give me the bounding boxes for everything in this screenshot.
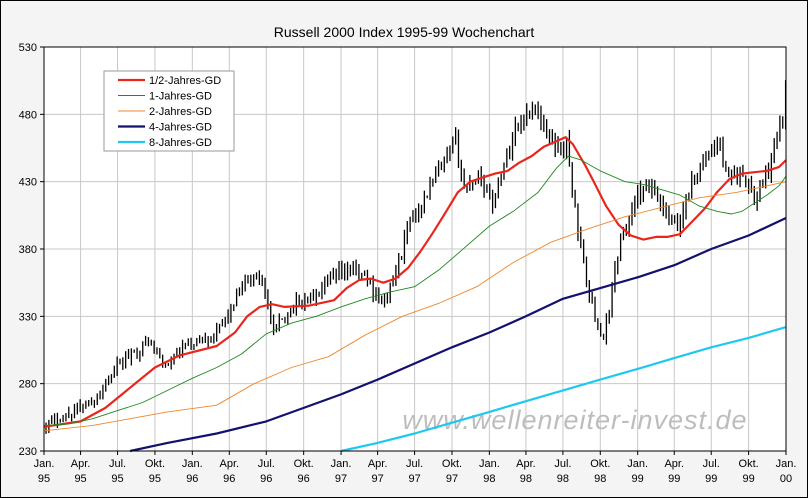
x-axis-ticks: Jan. 95 Apr. 95 Jul. 95 Okt. 95 Jan. 96 Apr. 96 Jul.…	[34, 451, 797, 485]
x-tick-label: 96	[223, 473, 235, 485]
legend: 1/2-Jahres-GD 1-Jahres-GD 2-Jahres-GD 4-Jah…	[103, 70, 235, 152]
x-tick-label: 95	[74, 473, 86, 485]
x-tick-label: 95	[149, 473, 161, 485]
x-tick-label: 99	[668, 473, 680, 485]
x-tick-label: 98	[594, 473, 606, 485]
x-tick-label: Jul.	[258, 458, 275, 470]
x-tick-label: 96	[260, 473, 272, 485]
y-tick-label: 280	[19, 379, 37, 391]
series-line	[129, 217, 787, 453]
x-tick-label: Jan.	[331, 458, 352, 470]
x-tick-label: 98	[557, 473, 569, 485]
legend-label: 1/2-Jahres-GD	[149, 75, 221, 87]
x-tick-label: Jul.	[406, 458, 423, 470]
y-tick-label: 480	[19, 109, 37, 121]
x-tick-label: 98	[483, 473, 495, 485]
x-tick-label: 95	[111, 473, 123, 485]
x-tick-label: 97	[371, 473, 383, 485]
y-tick-label: 380	[19, 244, 37, 256]
y-tick-label: 530	[19, 42, 37, 54]
legend-label: 1-Jahres-GD	[149, 91, 212, 103]
x-tick-label: Jul.	[554, 458, 571, 470]
legend-label: 2-Jahres-GD	[149, 106, 212, 118]
x-tick-label: 97	[408, 473, 420, 485]
y-axis-ticks: 230 280 330 380 430 480 530	[19, 42, 44, 458]
watermark: www.wellenreiter-invest.de	[402, 405, 747, 435]
x-tick-label: Okt.	[294, 458, 314, 470]
x-tick-label: Apr.	[71, 458, 91, 470]
series-line	[340, 326, 787, 453]
x-tick-label: Jul.	[109, 458, 126, 470]
x-tick-label: Jan.	[182, 458, 203, 470]
x-tick-label: Jul.	[703, 458, 720, 470]
x-tick-label: 97	[335, 473, 347, 485]
legend-label: 4-Jahres-GD	[149, 122, 212, 134]
chart-title: Russell 2000 Index 1995-99 Wochenchart	[274, 24, 535, 40]
x-tick-label: Okt.	[442, 458, 462, 470]
y-tick-label: 330	[19, 311, 37, 323]
x-tick-label: Okt.	[739, 458, 759, 470]
y-tick-label: 430	[19, 177, 37, 189]
x-tick-label: 97	[446, 473, 458, 485]
legend-label: 8-Jahres-GD	[149, 137, 212, 149]
x-tick-label: 99	[632, 473, 644, 485]
x-tick-label: 96	[186, 473, 198, 485]
x-tick-label: 96	[298, 473, 310, 485]
x-tick-label: Jan.	[34, 458, 55, 470]
x-tick-label: 98	[520, 473, 532, 485]
x-tick-label: Apr.	[516, 458, 536, 470]
series-line	[43, 136, 787, 428]
series-line	[43, 181, 787, 432]
x-tick-label: 00	[780, 473, 792, 485]
x-tick-label: Jan.	[479, 458, 500, 470]
y-tick-label: 230	[19, 446, 37, 458]
x-tick-label: Apr.	[368, 458, 388, 470]
x-tick-label: 99	[742, 473, 754, 485]
x-tick-label: Jan.	[776, 458, 797, 470]
x-tick-label: 95	[38, 473, 50, 485]
series-line	[43, 155, 787, 426]
x-tick-label: Okt.	[590, 458, 610, 470]
x-tick-label: Apr.	[664, 458, 684, 470]
moving-average-lines	[43, 136, 787, 453]
x-tick-label: Okt.	[145, 458, 165, 470]
x-tick-label: Jan.	[627, 458, 648, 470]
x-tick-label: 99	[705, 473, 717, 485]
x-tick-label: Apr.	[220, 458, 240, 470]
